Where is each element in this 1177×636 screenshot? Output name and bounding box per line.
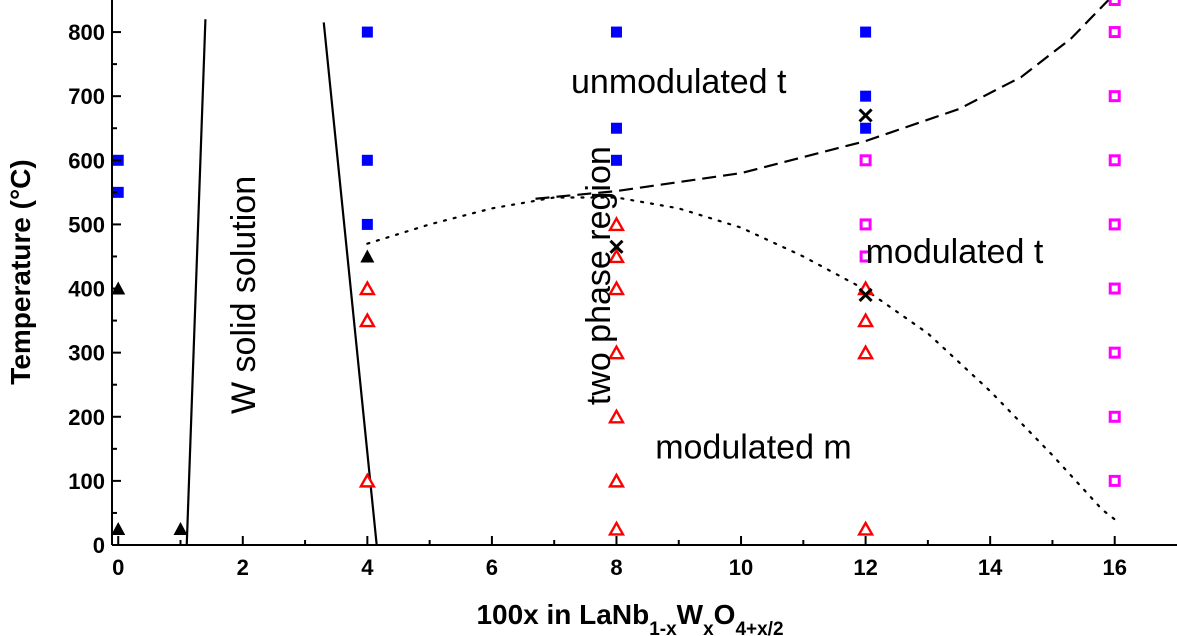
data-point-open-square: [859, 250, 872, 263]
y-tick-label: 600: [68, 148, 105, 173]
region-label: unmodulated t: [571, 63, 787, 101]
region-label: modulated t: [866, 233, 1044, 271]
data-point-open-triangle: [607, 215, 626, 232]
y-tick-label: 500: [68, 212, 105, 237]
data-point-open-triangle: [358, 280, 376, 296]
y-tick-label: 400: [68, 277, 105, 302]
x-axis-title-mid: W: [677, 599, 704, 630]
data-point-open-square: [1108, 0, 1121, 6]
data-point-open-square: [1108, 474, 1121, 487]
data-point-open-triangle: [607, 344, 626, 360]
phase-boundary-dashed: [535, 0, 1110, 200]
data-point-open-triangle: [607, 472, 626, 488]
data-point-filled-square: [361, 218, 373, 230]
plot-layer: unmodulated t modulated t modulated m W sol…: [111, 0, 1121, 546]
cross-stroke: [858, 108, 873, 123]
y-tick-label: 0: [93, 533, 105, 558]
data-point-open-square: [1108, 346, 1121, 359]
x-tick-label: 16: [1102, 555, 1126, 580]
data-point-open-square: [1108, 26, 1121, 39]
data-point-open-triangle: [607, 408, 626, 424]
data-point-open-square: [1108, 218, 1121, 231]
data-point-open-square: [859, 154, 872, 167]
y-tick-label: 800: [68, 20, 105, 45]
axes-layer: 0 100 200 300 400 500 600 700 800 0 2 4 6 8 10 12 14 16: [68, 0, 1177, 580]
data-point-filled-square: [610, 122, 622, 134]
data-point-open-square: [859, 218, 872, 231]
phase-boundary-dotted: [366, 196, 1116, 521]
x-axis-title-sub2: x: [703, 619, 714, 636]
data-point-filled-square: [860, 90, 872, 102]
x-tick-label: 8: [610, 555, 622, 580]
x-tick-label: 4: [361, 555, 374, 580]
data-point-cross: [858, 287, 873, 303]
x-axis-title-sub3: 4+x/2: [735, 619, 783, 636]
x-tick-label: 12: [853, 555, 877, 580]
x-axis-title: 100x in LaNb1-xWxO4+x/2: [476, 599, 783, 636]
x-axis-title-main: 100x in LaNb: [476, 599, 649, 630]
data-point-open-square: [1108, 90, 1121, 103]
data-point-open-square: [1108, 154, 1121, 167]
data-point-open-square: [1108, 282, 1121, 295]
data-point-filled-triangle: [111, 521, 126, 535]
region-label: W solid solution: [225, 176, 263, 414]
x-axis-title-sub1: 1-x: [649, 619, 677, 636]
x-tick-label: 14: [978, 555, 1003, 580]
data-point-filled-square: [860, 26, 872, 38]
x-tick-label: 2: [237, 555, 249, 580]
data-point-filled-square: [610, 26, 622, 38]
y-tick-label: 200: [68, 405, 105, 430]
x-tick-label: 0: [112, 555, 124, 580]
data-point-filled-square: [610, 154, 622, 166]
data-point-filled-square: [361, 154, 373, 166]
data-point-filled-triangle: [360, 249, 375, 263]
data-point-filled-triangle: [173, 521, 188, 535]
cross-stroke: [858, 287, 873, 303]
data-point-open-triangle: [607, 520, 626, 536]
y-axis-title: Temperature (°C): [5, 159, 36, 384]
y-tick-label: 100: [68, 469, 105, 494]
data-point-open-triangle: [857, 312, 875, 328]
data-point-open-triangle: [607, 280, 626, 296]
cross-stroke: [609, 239, 624, 254]
data-point-open-triangle: [358, 472, 376, 488]
y-tick-label: 300: [68, 341, 105, 366]
data-point-cross: [858, 108, 873, 123]
phase-boundary-solid: [185, 19, 207, 546]
x-tick-label: 6: [486, 555, 498, 580]
data-point-cross: [609, 239, 624, 254]
data-point-filled-square: [361, 26, 373, 38]
data-point-open-triangle: [857, 344, 875, 360]
data-point-filled-square: [860, 122, 872, 134]
phase-boundary-solid: [322, 22, 378, 546]
data-point-open-triangle: [358, 312, 376, 328]
data-point-filled-square: [112, 186, 124, 198]
x-axis-title-end: O: [714, 599, 736, 630]
data-point-open-square: [1108, 410, 1121, 423]
data-point-open-triangle: [857, 520, 875, 536]
y-tick-label: 700: [68, 84, 105, 109]
x-tick-label: 10: [729, 555, 753, 580]
region-label: two phase region: [580, 146, 618, 405]
data-point-open-triangle: [607, 248, 626, 264]
region-label: modulated m: [655, 428, 852, 466]
